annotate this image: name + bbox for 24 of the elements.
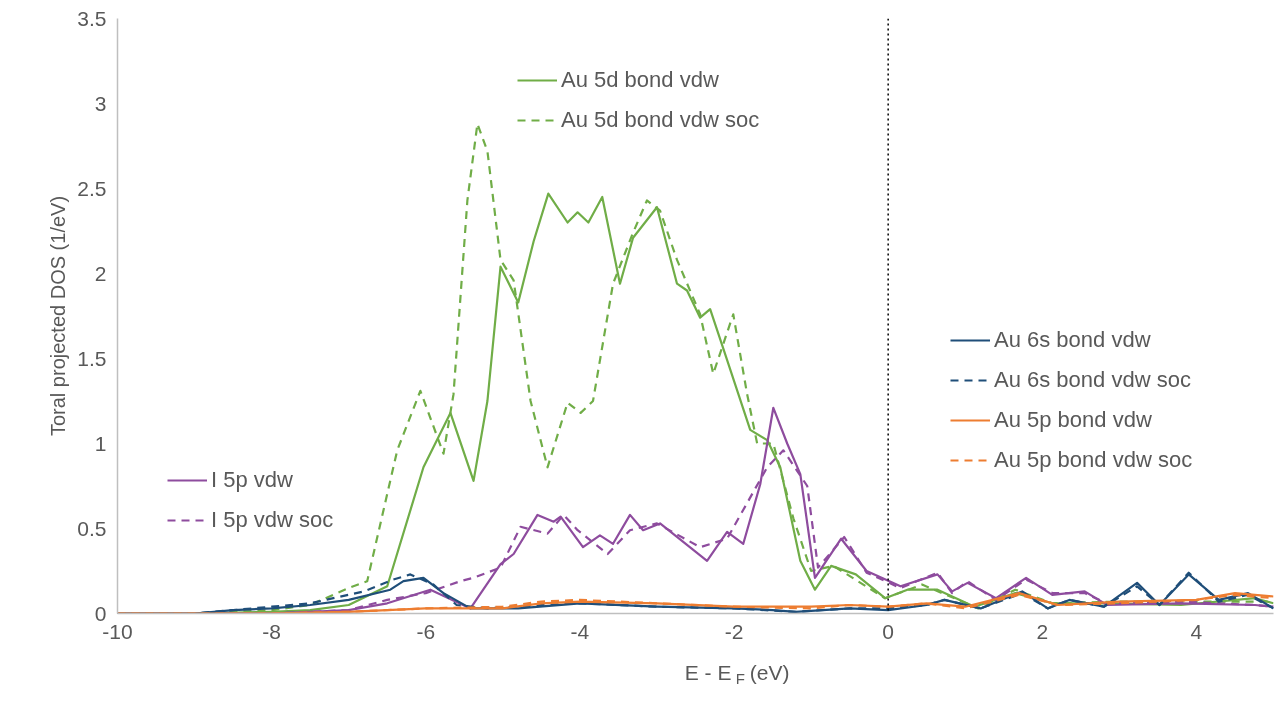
y-tick-label: 2.5 — [77, 176, 107, 200]
legend-label: Au 6s bond vdw soc — [994, 367, 1191, 393]
y-tick-label: 3 — [94, 91, 107, 115]
legend-label: Au 5d bond vdw soc — [561, 107, 760, 133]
legend-label: Au 5d bond vdw — [561, 67, 719, 93]
legend-label: I 5p vdw soc — [211, 507, 334, 533]
x-tick-label: 0 — [882, 619, 895, 643]
legend-label: I 5p vdw — [211, 467, 293, 493]
y-tick-label: 3.5 — [77, 6, 107, 30]
x-tick-label: 2 — [1036, 619, 1049, 643]
legend-label: Au 6s bond vdw — [994, 327, 1151, 353]
x-tick-label: -8 — [262, 619, 281, 643]
y-tick-label: 2 — [94, 261, 107, 285]
y-tick-label: 1.5 — [77, 346, 107, 370]
y-tick-label: 0.5 — [77, 516, 107, 540]
x-tick-label: 4 — [1190, 619, 1203, 643]
y-tick-label: 0 — [94, 601, 107, 625]
legend-label: Au 5p bond vdw — [994, 407, 1152, 433]
x-tick-label: -6 — [416, 619, 436, 643]
x-tick-label: -4 — [570, 619, 590, 643]
y-tick-label: 1 — [94, 431, 107, 455]
legend-label: Au 5p bond vdw soc — [994, 447, 1193, 473]
x-tick-label: -2 — [724, 619, 744, 643]
y-axis-title: Toral projected DOS (1/eV) — [47, 195, 70, 437]
